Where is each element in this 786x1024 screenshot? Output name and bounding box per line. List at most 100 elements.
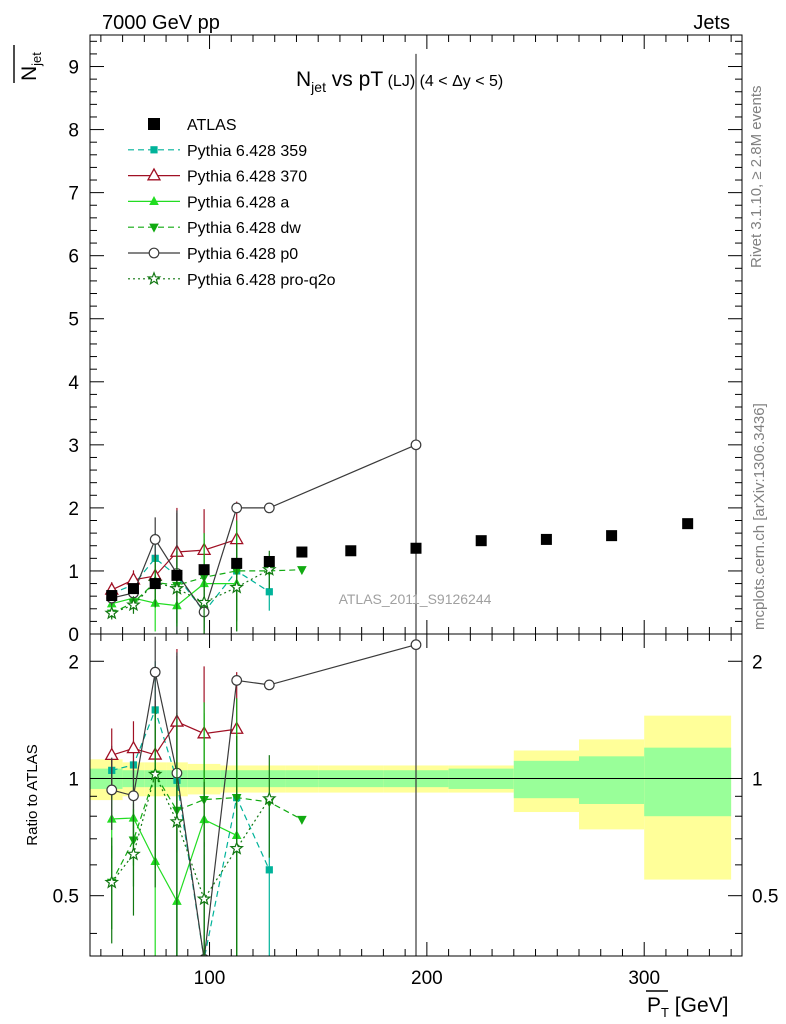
series-5-ratio-point: [231, 675, 243, 686]
series-6-ratio-point: [104, 874, 120, 889]
bottom-y-tick-label: 1: [68, 769, 79, 790]
atlas-point: [345, 545, 357, 557]
top-y-tick-label: 3: [68, 436, 79, 457]
atlas-point: [682, 518, 694, 530]
top-y-label-main: N: [18, 66, 41, 81]
top-y-axis-label: Njet: [13, 45, 44, 83]
series-5-ratio-point: [128, 790, 139, 802]
legend-marker: [150, 146, 158, 154]
bottom-y-tick-label-right: 2: [752, 652, 763, 673]
bottom-y-tick-label-right: 1: [752, 769, 763, 790]
legend-entry: Pythia 6.428 370: [128, 167, 307, 186]
x-tick-label: 200: [411, 968, 443, 989]
series-6-ratio-point: [147, 766, 163, 781]
green-band-bin: [513, 760, 579, 799]
bottom-y-tick-label-right: 0.5: [752, 887, 778, 908]
mcplots-label: mcplots.cern.ch [arXiv:1306.3436]: [751, 403, 768, 630]
legend-marker: [149, 196, 159, 205]
series-5-ratio-point: [149, 666, 161, 678]
data-series: [104, 53, 694, 956]
series-6-point: [196, 594, 212, 609]
bottom-y-tick-label: 0.5: [53, 887, 79, 908]
top-y-tick-label: 8: [68, 121, 79, 142]
legend-label: Pythia 6.428 370: [187, 169, 307, 186]
x-label-unit: [GeV]: [669, 994, 729, 1017]
series-2-ratio-point: [126, 740, 141, 754]
series-5-ratio-point: [263, 679, 275, 691]
legend-label: Pythia 6.428 pro-q2o: [187, 272, 336, 289]
series-6-ratio-point: [196, 891, 212, 906]
atlas-point: [540, 533, 552, 545]
series-4-ratio-line: [111, 772, 303, 883]
atlas-point: [410, 542, 422, 554]
series-4-line: [111, 569, 302, 614]
top-y-tick-label: 6: [68, 247, 79, 268]
top-y-label-text: Njet: [18, 52, 44, 81]
series-6-ratio-point: [126, 846, 141, 861]
legend-label: Pythia 6.428 359: [187, 143, 307, 160]
legend-entry: Pythia 6.428 dw: [128, 220, 301, 237]
x-label-text: PT [GeV]: [647, 994, 729, 1020]
top-y-tick-label: 0: [68, 625, 79, 646]
series-4-ratio-point: [297, 815, 307, 825]
legend-entry: Pythia 6.428 359: [128, 143, 307, 160]
legend-entry: Pythia 6.428 a: [128, 194, 289, 211]
series-3-ratio-line: [111, 817, 237, 903]
header-left-label: 7000 GeV pp: [102, 12, 220, 34]
series-1-ratio-point: [265, 866, 273, 874]
series-6-top: [104, 543, 277, 634]
bottom-y-tick-label: 2: [68, 652, 79, 673]
legend-label: Pythia 6.428 dw: [187, 220, 301, 237]
top-y-tick-label: 7: [68, 184, 79, 205]
atlas-point: [263, 555, 275, 567]
legend-label: Pythia 6.428 p0: [187, 246, 298, 263]
plot-title-mid: vs pT: [326, 68, 383, 91]
series-5-ratio-point: [106, 784, 118, 796]
legend-entry: ATLAS: [148, 117, 237, 134]
series-6-point: [229, 579, 245, 594]
atlas-point: [296, 546, 308, 558]
top-y-tick-label: 1: [68, 562, 79, 583]
x-axis-label: PT [GeV]: [646, 990, 729, 1020]
series-1-point: [265, 588, 273, 596]
series-5-point: [149, 534, 161, 545]
plot-frames: [89, 34, 743, 957]
series-5-ratio-line: [111, 644, 417, 956]
analysis-watermark: ATLAS_2011_S9126244: [339, 591, 492, 607]
series-6-point: [169, 580, 185, 595]
atlas-point: [127, 583, 139, 595]
atlas-point: [606, 530, 618, 542]
x-tick-label: 300: [628, 968, 660, 989]
legend-marker: [148, 247, 160, 259]
atlas-point: [106, 590, 118, 602]
top-y-tick-label: 9: [68, 58, 79, 79]
axis-ticks: 100 200 300 0 1 2 3 4 5 6 7 8 9 0.5 0.5 1 1 2 2: [53, 35, 778, 989]
ratio-uncertainty-bands: [90, 715, 732, 880]
legend-label: ATLAS: [187, 117, 237, 134]
legend-marker: [148, 118, 160, 130]
plot-title-detail: (LJ) (4 < Δy < 5): [383, 73, 503, 90]
series-6-ratio-point: [229, 840, 245, 855]
plot-title: Njet vs pT (LJ) (4 < Δy < 5): [296, 68, 503, 95]
bottom-plot-frame: [89, 633, 743, 957]
series-6-point: [126, 597, 141, 612]
bottom-panel-series: [104, 634, 422, 956]
legend-entry: Pythia 6.428 pro-q2o: [128, 271, 336, 289]
series-5-point: [231, 502, 243, 514]
series-6-ratio-point: [169, 814, 185, 828]
x-label-subscript: T: [661, 1005, 669, 1020]
series-6-ratio: [104, 707, 277, 956]
bottom-y-axis-label: Ratio to ATLAS: [24, 744, 41, 845]
top-y-tick-label: 4: [68, 373, 79, 394]
series-6-ratio-point: [261, 791, 277, 805]
x-label-main: P: [647, 994, 661, 1017]
plot-title-main: N: [296, 68, 311, 91]
top-y-tick-label: 2: [68, 499, 79, 520]
rivet-version-label: Rivet 3.1.10, ≥ 2.8M events: [748, 86, 765, 269]
green-band-bin: [579, 756, 645, 804]
top-panel-series: [104, 53, 694, 634]
legend-marker: [149, 223, 159, 233]
series-6-point: [262, 562, 277, 576]
header-right-label: Jets: [693, 12, 730, 34]
